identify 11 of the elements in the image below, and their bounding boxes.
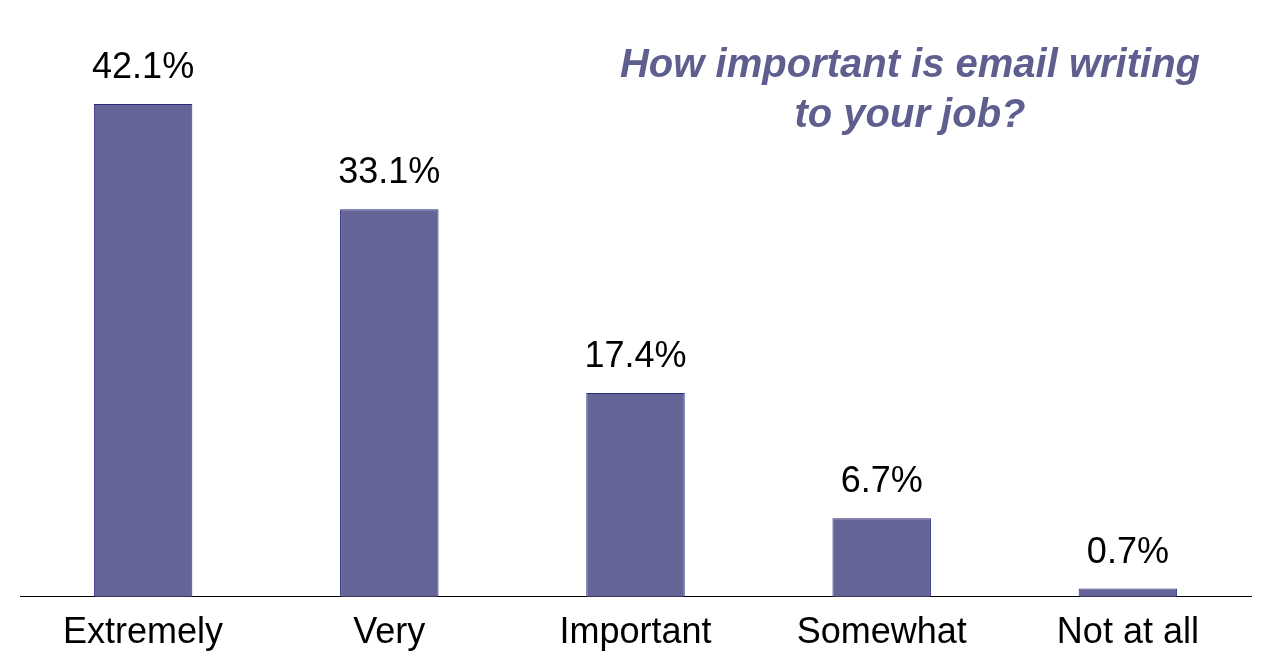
data-label: 42.1% bbox=[92, 44, 195, 86]
data-label: 0.7% bbox=[1086, 529, 1169, 571]
x-tick-label: Not at all bbox=[1056, 610, 1199, 652]
data-label: 33.1% bbox=[338, 150, 441, 192]
x-tick-label: Important bbox=[559, 610, 712, 652]
data-label: 17.4% bbox=[584, 334, 687, 376]
x-tick-label: Somewhat bbox=[796, 610, 967, 652]
x-tick-label: Extremely bbox=[63, 610, 224, 652]
data-label: 6.7% bbox=[840, 459, 923, 501]
chart-title: How important is email writing to your job? bbox=[618, 40, 1202, 137]
x-tick-label: Very bbox=[353, 610, 426, 652]
